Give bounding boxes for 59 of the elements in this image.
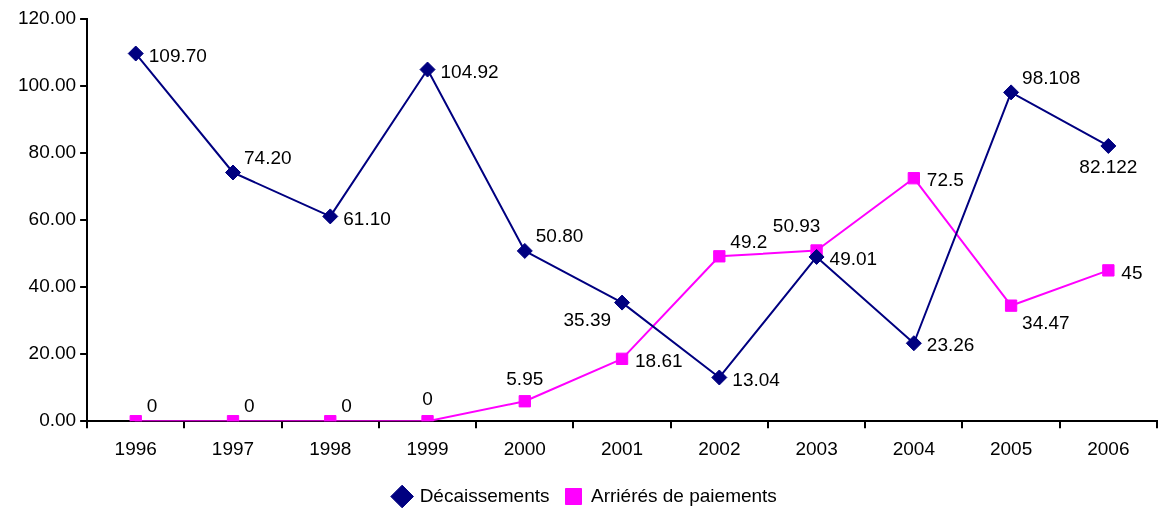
data-label: 109.70: [148, 44, 207, 66]
data-label: 0: [146, 395, 158, 417]
y-tick-label: 80.00: [28, 141, 77, 163]
point: [905, 335, 922, 352]
point: [1100, 137, 1117, 154]
data-label: 45: [1121, 261, 1143, 283]
x-tick-label: 2005: [989, 437, 1033, 459]
data-label: 0: [244, 395, 255, 417]
y-tick-label: 20.00: [28, 342, 77, 364]
point: [127, 45, 144, 62]
data-label: 49.01: [829, 248, 878, 270]
point: [713, 250, 726, 263]
point: [1003, 84, 1020, 101]
data-label: 61.10: [343, 207, 391, 229]
legend-label: Arriérés de paiements: [591, 484, 777, 506]
x-tick-label: 1999: [406, 437, 449, 459]
point: [419, 61, 436, 78]
x-tick-label: 2000: [503, 437, 546, 459]
data-label: 34.47: [1022, 311, 1070, 333]
point: [808, 248, 825, 265]
data-label: 49.2: [730, 230, 768, 252]
data-label: 13.04: [732, 368, 781, 390]
point: [322, 208, 339, 225]
x-tick-label: 2003: [795, 437, 838, 459]
data-label: 50.80: [535, 225, 584, 247]
point: [907, 172, 920, 185]
y-tick-label: 100.00: [17, 74, 77, 96]
data-label: 18.61: [635, 350, 683, 372]
x-tick-label: 2002: [698, 437, 741, 459]
x-tick-label: 1997: [211, 437, 255, 459]
point: [1004, 299, 1018, 312]
data-label: 5.95: [506, 368, 544, 390]
data-label: 72.5: [926, 169, 964, 191]
x-tick-label: 2006: [1087, 437, 1130, 459]
x-tick-label: 2001: [600, 437, 644, 459]
data-label: 35.39: [563, 308, 612, 330]
y-tick-label: 120.00: [17, 7, 77, 29]
y-tick-label: 60.00: [28, 208, 77, 230]
point: [615, 352, 629, 365]
data-label: 74.20: [244, 146, 292, 168]
point: [711, 369, 728, 386]
point: [225, 164, 242, 181]
data-label: 23.26: [926, 334, 975, 356]
x-tick-label: 1996: [114, 437, 157, 459]
legend-label: Décaissements: [419, 484, 550, 506]
x-tick-label: 1998: [309, 437, 352, 459]
y-tick-label: 40.00: [28, 275, 77, 297]
data-label: 50.93: [772, 214, 821, 236]
data-label: 82.122: [1079, 156, 1138, 178]
y-tick-label: 0.00: [39, 409, 77, 431]
point: [516, 242, 533, 259]
point: [614, 294, 631, 311]
x-tick-label: 2004: [892, 437, 936, 459]
point: [518, 395, 531, 408]
data-label: 98.108: [1022, 66, 1081, 88]
data-label: 0: [341, 395, 352, 417]
point: [1102, 264, 1115, 277]
data-label: 0: [422, 388, 433, 410]
data-label: 104.92: [440, 60, 499, 82]
